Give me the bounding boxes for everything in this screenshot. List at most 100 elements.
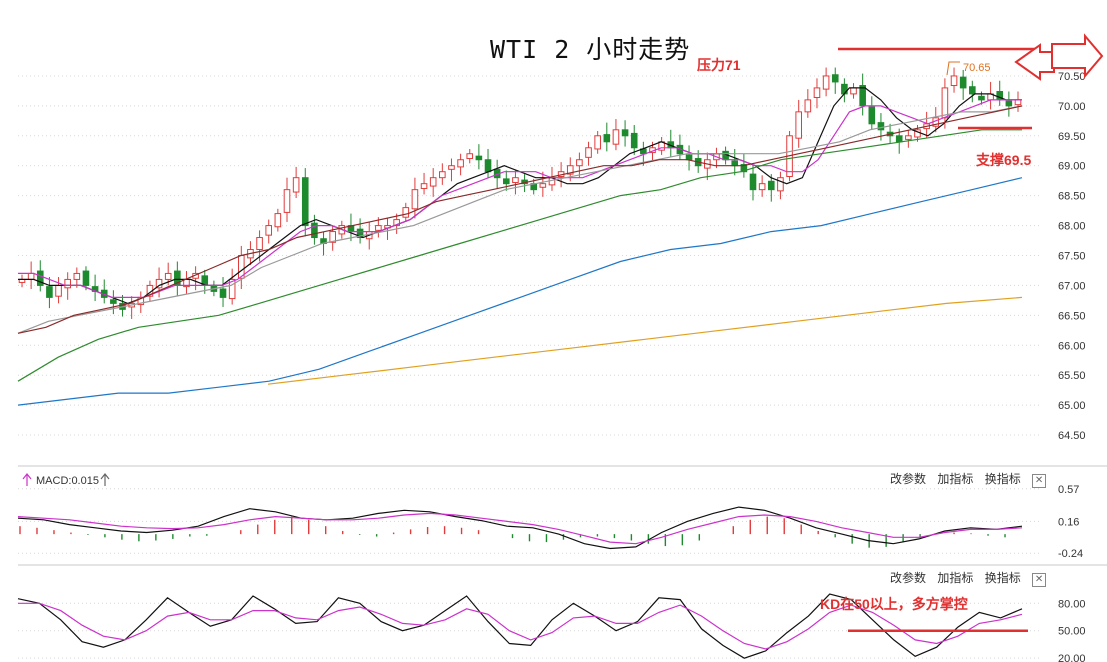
ma-line-ma120 bbox=[17, 177, 1023, 406]
up-arrow-icon bbox=[22, 473, 32, 480]
candle-body bbox=[850, 87, 857, 95]
up-arrow-icon bbox=[100, 473, 110, 480]
switch-indicator-button[interactable]: 换指标 bbox=[984, 472, 1021, 486]
candle-body bbox=[566, 165, 574, 175]
macd-dif-line bbox=[17, 506, 1023, 550]
candle-body bbox=[256, 237, 263, 251]
chart-title: WTI 2 小时走势 bbox=[490, 35, 691, 64]
y-tick-label: 64.50 bbox=[1058, 430, 1086, 442]
candle-body bbox=[969, 86, 976, 95]
candle-body bbox=[411, 189, 419, 210]
ma-line-ma60 bbox=[17, 129, 1022, 382]
candle-body bbox=[466, 153, 474, 160]
candle-body bbox=[46, 286, 53, 298]
kd-params-button[interactable]: 改参数 bbox=[890, 571, 927, 585]
candle-body bbox=[512, 177, 519, 183]
candle-body bbox=[941, 87, 949, 119]
candle-body bbox=[375, 225, 382, 231]
y-tick-label: 68.50 bbox=[1058, 191, 1086, 203]
y-tick-label: 69.00 bbox=[1058, 161, 1086, 173]
candle-body bbox=[64, 278, 71, 289]
candle-body bbox=[630, 132, 638, 149]
candle-body bbox=[978, 95, 985, 101]
add-indicator-button[interactable]: 加指标 bbox=[937, 472, 974, 486]
kd-add-indicator-button[interactable]: 加指标 bbox=[937, 571, 974, 585]
y-tick-label: 50.00 bbox=[1058, 626, 1086, 638]
candle-body bbox=[895, 135, 903, 143]
candle-body bbox=[55, 284, 62, 297]
kd-annotation: KD在50以上，多方掌控 bbox=[820, 596, 968, 612]
candle-body bbox=[804, 99, 812, 113]
candle-body bbox=[155, 278, 163, 289]
candle-body bbox=[740, 164, 748, 173]
y-tick-label: 67.50 bbox=[1058, 250, 1086, 262]
candle-body bbox=[594, 135, 601, 150]
candle-body bbox=[27, 272, 35, 280]
peak-label: 70.65 bbox=[963, 62, 991, 74]
candle-body bbox=[429, 177, 437, 187]
candle-body bbox=[841, 83, 848, 95]
macd-label: MACD:0.015 bbox=[36, 475, 99, 487]
y-tick-label: 68.00 bbox=[1058, 221, 1086, 233]
candle-body bbox=[164, 272, 172, 280]
up-arrow-icon bbox=[100, 473, 110, 486]
candle-body bbox=[758, 183, 766, 191]
right-arrow-icon bbox=[1051, 33, 1104, 79]
candle-body bbox=[767, 180, 775, 191]
candle-body bbox=[439, 171, 446, 179]
resistance-label: 压力71 bbox=[697, 57, 741, 73]
candle-body bbox=[265, 225, 273, 236]
candle-body bbox=[475, 155, 483, 161]
candle-body bbox=[868, 106, 876, 125]
y-tick-label: 66.50 bbox=[1058, 310, 1086, 322]
candle-body bbox=[795, 111, 802, 139]
candle-body bbox=[329, 231, 336, 243]
candle-body bbox=[877, 122, 885, 131]
close-icon[interactable]: ✕ bbox=[1032, 474, 1047, 488]
candle-body bbox=[813, 87, 821, 98]
y-tick-label: 20.00 bbox=[1058, 653, 1086, 662]
candle-body bbox=[311, 222, 318, 239]
params-button[interactable]: 改参数 bbox=[890, 472, 927, 486]
candle-body bbox=[539, 183, 547, 188]
kd-close-icon[interactable]: ✕ bbox=[1032, 573, 1047, 587]
candle-body bbox=[621, 129, 629, 137]
candle-body bbox=[831, 74, 839, 83]
y-tick-label: 69.50 bbox=[1058, 131, 1086, 143]
candle-body bbox=[585, 147, 592, 158]
candle-body bbox=[859, 85, 866, 107]
kd-k-line bbox=[17, 593, 1023, 659]
candle-body bbox=[1014, 99, 1022, 106]
candle-body bbox=[219, 288, 227, 298]
candle-body bbox=[484, 159, 492, 173]
candle-body bbox=[749, 173, 757, 191]
kd-d-line bbox=[18, 602, 1023, 650]
y-tick-label: 0.57 bbox=[1058, 484, 1079, 496]
candle-body bbox=[110, 299, 117, 304]
y-tick-label: 65.50 bbox=[1058, 370, 1086, 382]
candle-body bbox=[576, 159, 583, 167]
kd-switch-indicator-button[interactable]: 换指标 bbox=[984, 571, 1021, 585]
y-tick-label: -0.24 bbox=[1058, 548, 1083, 560]
candle-body bbox=[731, 160, 739, 167]
kd-toolbar: 改参数 加指标 换指标 ✕ bbox=[882, 569, 1047, 587]
candle-body bbox=[274, 213, 282, 228]
y-tick-label: 66.00 bbox=[1058, 340, 1086, 352]
candle-body bbox=[1005, 100, 1013, 107]
candle-body bbox=[82, 270, 90, 286]
candle-body bbox=[420, 183, 428, 189]
candle-body bbox=[502, 178, 510, 185]
candle-body bbox=[959, 76, 967, 89]
candle-body bbox=[905, 135, 912, 140]
candle-body bbox=[356, 228, 364, 239]
candle-body bbox=[603, 134, 611, 143]
y-tick-label: 70.00 bbox=[1058, 101, 1086, 113]
ma-line-ma10 bbox=[18, 99, 1022, 298]
support-label: 支撑69.5 bbox=[975, 152, 1031, 168]
candle-body bbox=[777, 177, 784, 192]
ma-line-ma30 bbox=[17, 105, 1023, 334]
candle-body bbox=[36, 270, 44, 286]
y-tick-label: 80.00 bbox=[1058, 598, 1086, 610]
candle-body bbox=[283, 189, 291, 213]
